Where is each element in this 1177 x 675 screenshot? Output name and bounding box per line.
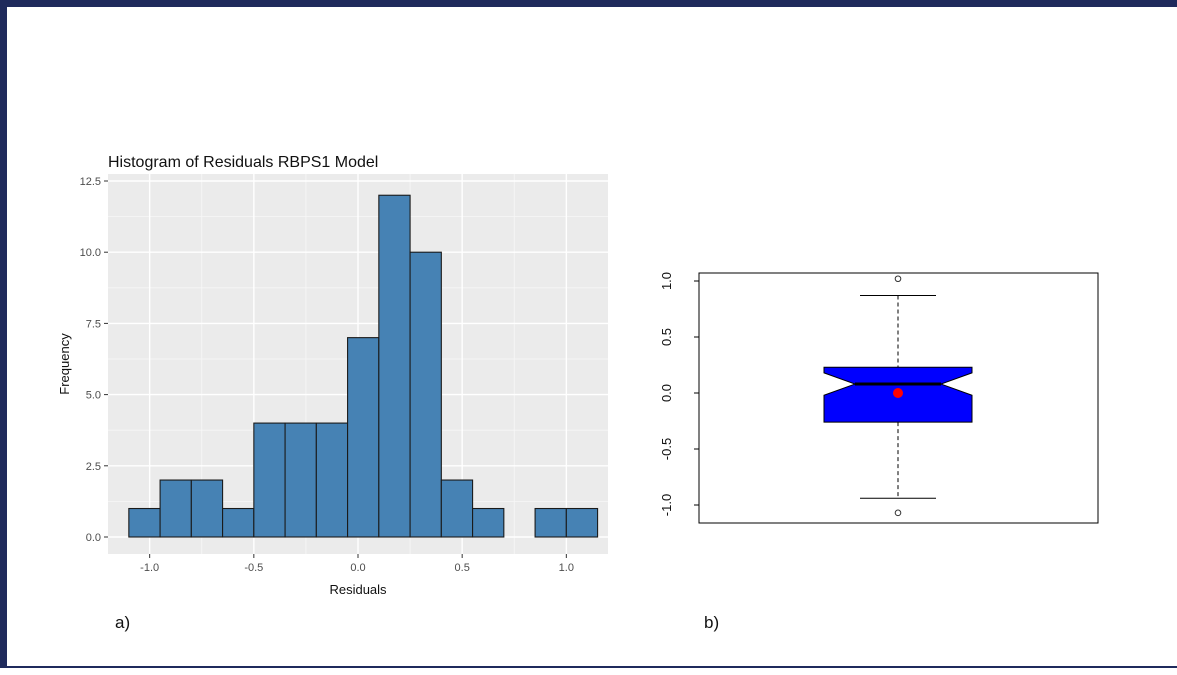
- histogram-bar: [347, 337, 380, 538]
- box-y-tick-label: 1.0: [659, 272, 674, 290]
- box-y-tick-label: -1.0: [659, 494, 674, 516]
- histogram-bar: [378, 194, 411, 538]
- histogram-bar: [222, 507, 255, 538]
- histogram-bar: [534, 507, 567, 538]
- figure-canvas: -1.0 -0.5 0.0 0.5 1.0 0.0 2.5 5.0 7.5 10.0 12.5 His…: [57, 154, 1099, 597]
- outlier-point: [894, 509, 902, 517]
- mean-point: [893, 388, 903, 398]
- hist-y-axis-label: Frequency: [57, 333, 72, 395]
- hist-title: Histogram of Residuals RBPS1 Model: [108, 154, 378, 171]
- box-y-tick-label: 0.0: [659, 384, 674, 402]
- histogram-bar: [315, 422, 349, 538]
- histogram-bar: [253, 422, 286, 538]
- hist-y-tick-label: 5.0: [86, 390, 101, 402]
- hist-x-tick-label: 0.0: [350, 562, 365, 574]
- outlier-point: [894, 275, 902, 283]
- histogram-bar: [284, 422, 317, 538]
- hist-y-tick-label: 7.5: [86, 318, 101, 330]
- hist-y-tick-label: 12.5: [80, 176, 101, 188]
- panel-label-a: a): [115, 613, 131, 632]
- histogram-bar: [190, 479, 224, 538]
- box-y-tick-label: 0.5: [659, 328, 674, 346]
- histogram-bar: [159, 479, 192, 538]
- hist-y-tick-label: 10.0: [80, 247, 101, 259]
- histogram-bar: [472, 507, 505, 538]
- hist-x-axis-label: Residuals: [329, 582, 387, 597]
- panel-label-b: b): [704, 613, 720, 632]
- histogram-bar: [409, 251, 442, 538]
- histogram-bar: [565, 507, 599, 538]
- histogram-bar: [440, 479, 474, 538]
- hist-x-tick-label: 0.5: [455, 562, 470, 574]
- hist-x-tick-label: -0.5: [244, 562, 263, 574]
- histogram-bar: [128, 507, 161, 538]
- hist-y-tick-label: 0.0: [86, 532, 101, 544]
- hist-x-tick-label: -1.0: [140, 562, 159, 574]
- hist-y-tick-label: 2.5: [86, 461, 101, 473]
- box-y-tick-label: -0.5: [659, 438, 674, 460]
- hist-x-tick-label: 1.0: [559, 562, 574, 574]
